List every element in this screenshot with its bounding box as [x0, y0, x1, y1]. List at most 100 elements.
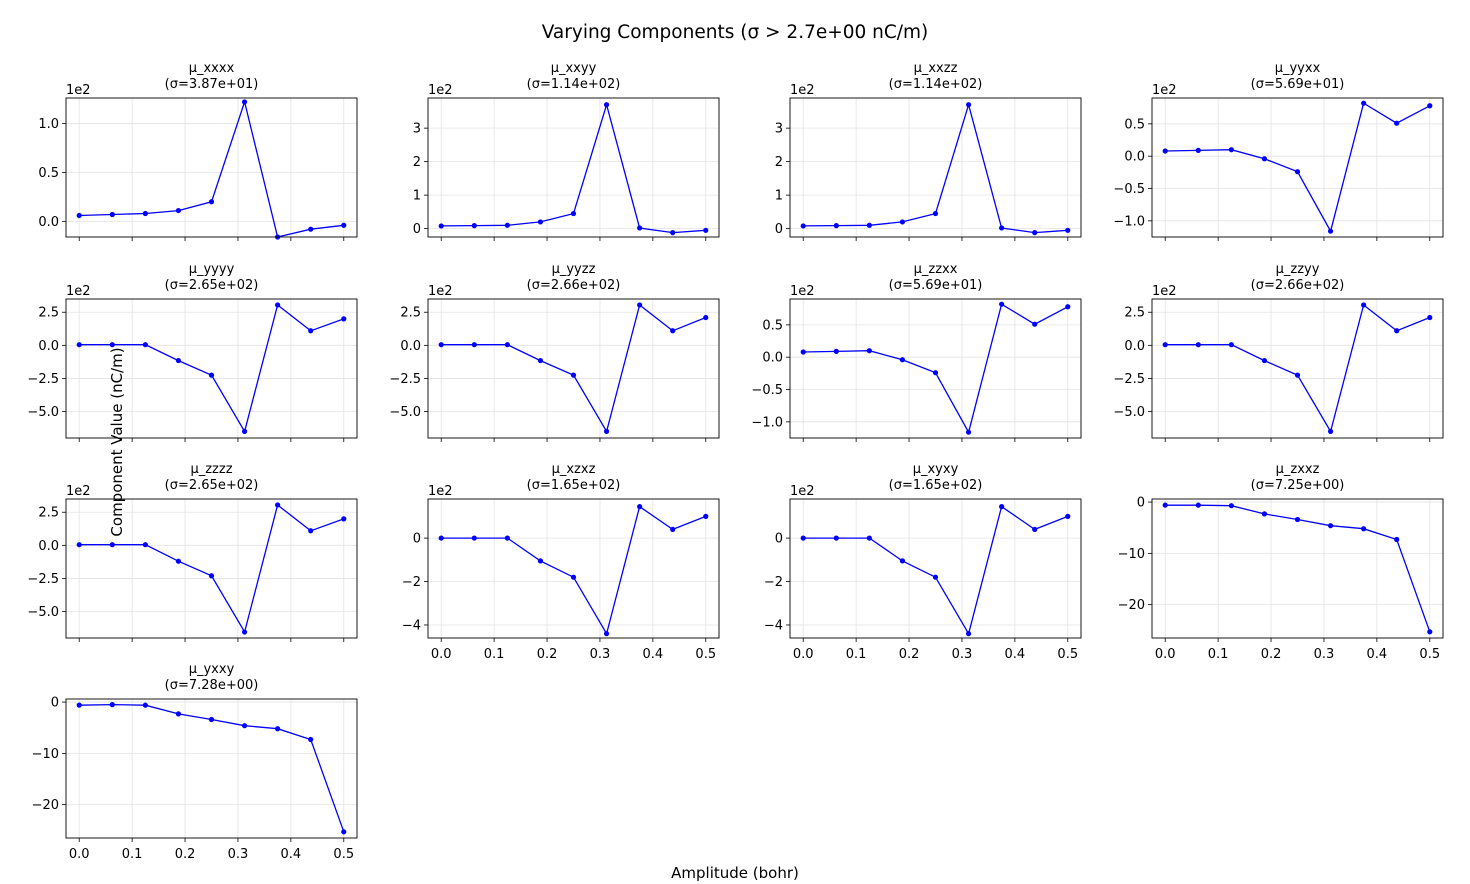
- data-point: [1162, 342, 1168, 348]
- data-point: [1394, 536, 1400, 543]
- data-point: [308, 528, 314, 534]
- data-point: [208, 199, 215, 205]
- x-tick-label: 0.5: [333, 847, 354, 862]
- x-tick-label: 0.5: [695, 647, 716, 662]
- subplot: −1.0 −0.5 0.0 0.5 1e2 μ_zzxx(σ=5.69e+01): [751, 262, 1082, 442]
- data-point: [1294, 516, 1301, 523]
- data-point: [208, 573, 215, 579]
- data-point: [1032, 526, 1038, 533]
- data-point: [175, 711, 182, 717]
- y-tick-label: 2: [413, 155, 421, 170]
- subplot: −5.0 −2.5 0.0 2.5 1e2 μ_yyyy(σ=2.65e+02): [27, 262, 358, 442]
- series-line: [803, 303, 1069, 434]
- x-tick-label: 0.1: [122, 847, 143, 862]
- data-point: [1228, 147, 1234, 153]
- y-tick-label: 3: [413, 122, 421, 137]
- data-point: [308, 736, 314, 743]
- data-point: [438, 223, 444, 229]
- subplot-sigma: (σ=2.66e+02): [1251, 278, 1345, 293]
- figure-x-axis-label: Amplitude (bohr): [671, 864, 799, 882]
- data-point: [76, 342, 82, 348]
- data-point: [241, 99, 248, 105]
- data-point: [241, 723, 248, 729]
- subplot-sigma: (σ=3.87e+01): [165, 77, 259, 92]
- data-point: [241, 428, 248, 434]
- data-point: [109, 211, 115, 218]
- data-point: [241, 629, 248, 635]
- y-offset-label: 1e2: [790, 83, 815, 98]
- subplot-sigma: (σ=1.14e+02): [889, 77, 983, 92]
- data-point: [999, 504, 1005, 510]
- x-tick-label: 0.1: [484, 647, 505, 662]
- data-point: [866, 222, 872, 228]
- data-point: [965, 102, 972, 108]
- data-point: [208, 372, 215, 378]
- x-tick-label: 0.5: [1057, 647, 1078, 662]
- data-point: [899, 219, 906, 225]
- data-point: [1394, 120, 1400, 126]
- data-point: [932, 210, 939, 217]
- y-tick-label: −4: [764, 618, 783, 633]
- subplot-sigma: (σ=5.69e+01): [1251, 77, 1345, 92]
- data-point: [341, 516, 347, 522]
- y-tick-label: 0.0: [38, 215, 59, 230]
- y-tick-label: −2.5: [27, 572, 59, 587]
- data-point: [670, 328, 676, 334]
- data-point: [703, 227, 709, 233]
- data-point: [504, 342, 510, 348]
- data-point: [504, 535, 510, 541]
- y-tick-label: 0.5: [762, 318, 783, 333]
- data-point: [965, 631, 972, 637]
- data-point: [1162, 502, 1168, 508]
- subplot: −5.0 −2.5 0.0 2.5 1e2 μ_yyzz(σ=2.66e+02): [389, 262, 720, 442]
- axes-frame: [789, 97, 1082, 238]
- data-point: [1065, 513, 1071, 519]
- data-point: [142, 210, 148, 217]
- y-offset-label: 1e2: [66, 284, 91, 299]
- y-tick-label: −10: [32, 747, 59, 762]
- subplot-title: μ_zzyy: [1276, 262, 1320, 277]
- axes-frame: [427, 298, 720, 439]
- y-offset-label: 1e2: [1152, 284, 1177, 299]
- series-line: [441, 505, 707, 636]
- data-point: [1195, 147, 1201, 153]
- subplot: −1.0 −0.5 0.0 0.5 1e2 μ_yyxx(σ=5.69e+01): [1113, 61, 1444, 241]
- data-point: [1195, 342, 1201, 348]
- data-point: [833, 535, 839, 541]
- data-point: [603, 102, 610, 108]
- y-offset-label: 1e2: [66, 484, 91, 499]
- data-point: [308, 226, 314, 232]
- data-point: [109, 342, 115, 348]
- y-tick-label: −20: [32, 798, 59, 813]
- data-point: [570, 372, 577, 378]
- data-point: [471, 342, 477, 348]
- data-point: [275, 502, 281, 508]
- subplot-sigma: (σ=7.25e+00): [1251, 478, 1345, 493]
- subplot: 0.0 0.5 1.0 1e2 μ_xxxx(σ=3.87e+01): [38, 61, 358, 241]
- y-tick-label: 1.0: [38, 117, 59, 132]
- x-tick-label: 0.4: [281, 847, 302, 862]
- subplot-title: μ_zzxx: [914, 262, 958, 277]
- subplot-title: μ_zzzz: [190, 462, 232, 477]
- data-point: [341, 222, 347, 228]
- data-point: [1065, 304, 1071, 310]
- subplot-title: μ_xyxy: [913, 462, 959, 477]
- axes-frame: [65, 498, 358, 639]
- data-point: [1327, 228, 1334, 234]
- subplot: −5.0 −2.5 0.0 2.5 1e2 μ_zzyy(σ=2.66e+02): [1113, 262, 1444, 442]
- y-tick-label: −5.0: [27, 405, 59, 420]
- series-line: [1165, 504, 1431, 633]
- subplot-sigma: (σ=2.65e+02): [165, 478, 259, 493]
- y-tick-label: −10: [1118, 547, 1145, 562]
- x-tick-label: 0.3: [1314, 647, 1335, 662]
- data-point: [800, 223, 806, 229]
- data-point: [438, 342, 444, 348]
- subplot-sigma: (σ=1.14e+02): [527, 77, 621, 92]
- data-point: [76, 702, 82, 708]
- y-tick-label: 0.0: [1124, 150, 1145, 165]
- data-point: [866, 348, 872, 354]
- y-tick-label: 0: [1137, 496, 1145, 511]
- y-tick-label: 1: [775, 189, 783, 204]
- data-point: [1032, 321, 1038, 327]
- data-point: [1228, 342, 1234, 348]
